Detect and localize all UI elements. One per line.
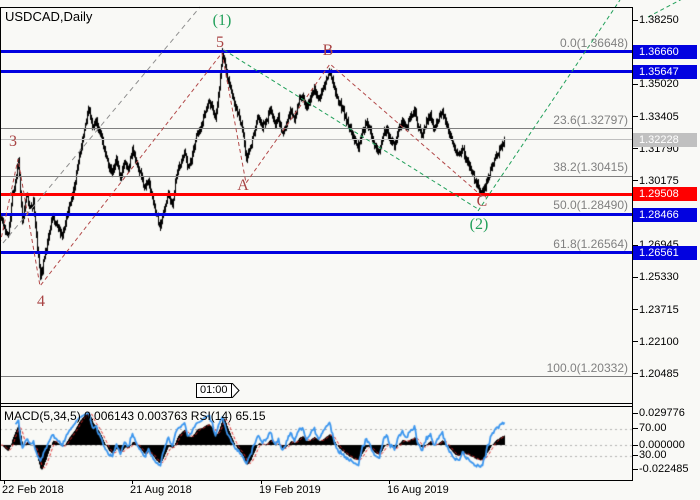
price-tick-label: 1.22100 (639, 335, 679, 348)
plot-right-frame (632, 7, 633, 481)
panel-top-frame (0, 406, 633, 407)
indicator-tick-mark (632, 468, 638, 470)
fib-line-100.0 (0, 376, 633, 378)
indicator-tick-mark (632, 444, 638, 446)
price-tick-label: 1.38250 (639, 14, 679, 26)
wave-label-c: C (476, 193, 488, 210)
fib-label-0.0: 0.0(1.36648) (559, 35, 628, 50)
fib-label-100.0: 100.0(1.20332) (546, 360, 628, 375)
price-tick-mark (632, 19, 638, 21)
indicator-label: MACD(5,34,5) 0.006143 0.003763 RSI(14) 6… (4, 409, 266, 423)
price-badge-1.35647: 1.35647 (633, 64, 697, 79)
price-tick-mark (632, 373, 638, 375)
wave-label-a: A (237, 177, 249, 194)
plot-bottom-frame (0, 403, 633, 404)
price-tick-mark (632, 148, 638, 150)
price-tick-mark (632, 116, 638, 117)
price-tick-label: 1.35020 (639, 78, 679, 91)
date-tick-mark (389, 480, 390, 484)
indicator-tick-label: 0.029776 (639, 407, 685, 419)
level-line-current-price-line (0, 139, 633, 141)
price-tick-label: 1.33405 (639, 110, 679, 123)
time-tag-text: 01:00 (196, 383, 232, 398)
indicator-tick-mark (632, 412, 638, 414)
level-line-resistance-1.36660 (0, 50, 633, 54)
panel-bottom-frame (0, 480, 633, 481)
price-badge-1.26561: 1.26561 (633, 245, 697, 260)
price-badge-1.29508: 1.29508 (633, 187, 697, 202)
indicator-tick-label: -0.022485 (639, 463, 689, 475)
date-label: 21 Aug 2018 (130, 484, 192, 496)
plot-top-frame (0, 7, 633, 8)
price-tick-label: 1.30175 (639, 174, 679, 187)
fib-line-23.6 (0, 128, 633, 130)
wave-label-4: 4 (37, 293, 45, 310)
price-tick-mark (632, 180, 638, 182)
price-tick-mark (632, 276, 638, 278)
price-tick-label: 1.25330 (639, 271, 679, 284)
level-line-resistance-1.35647 (0, 70, 633, 74)
time-tag: 01:00 (196, 383, 240, 398)
price-badge-1.28466: 1.28466 (633, 207, 697, 222)
fib-label-61.8: 61.8(1.26564) (553, 236, 628, 251)
indicator-tick-label: 0.000000 (639, 439, 685, 451)
time-tag-arrow-icon (231, 383, 240, 398)
date-label: 16 Aug 2019 (387, 484, 449, 496)
date-tick-mark (4, 480, 5, 484)
indicator-tick-label: 70.00 (639, 422, 667, 434)
symbol-timeframe-label: USDCAD,Daily (5, 9, 93, 24)
date-tick-mark (261, 480, 262, 484)
price-tick-label: 1.23715 (639, 303, 679, 316)
fib-line-38.2 (0, 175, 633, 177)
date-tick-mark (132, 480, 133, 484)
wave-label-1: (1) (212, 12, 232, 29)
wave-label-2: (2) (469, 216, 489, 233)
indicator-tick-mark (632, 454, 638, 456)
indicator-tick-mark (632, 427, 638, 429)
level-line-support-1.26561 (0, 251, 633, 255)
fib-label-50.0: 50.0(1.28490) (553, 198, 628, 213)
level-line-support-1.28466 (0, 213, 633, 217)
level-line-key-red-1.29508 (0, 192, 633, 196)
date-label: 19 Feb 2019 (259, 484, 321, 496)
price-tick-mark (632, 341, 638, 343)
price-badge-1.36660: 1.36660 (633, 44, 697, 59)
date-label: 22 Feb 2018 (2, 484, 64, 496)
price-tick-mark (632, 309, 638, 311)
fib-label-23.6: 23.6(1.32797) (553, 112, 628, 127)
fib-label-38.2: 38.2(1.30415) (553, 160, 628, 175)
wave-label-3: 3 (9, 133, 17, 150)
price-badge-1.32228: 1.32228 (633, 132, 697, 147)
wave-label-5: 5 (216, 34, 224, 51)
price-tick-label: 1.20485 (639, 367, 679, 380)
wave-label-b: B (322, 42, 334, 59)
price-tick-mark (632, 83, 638, 85)
indicator-tick-label: 30.00 (639, 449, 667, 461)
price-tick-mark (632, 244, 638, 246)
